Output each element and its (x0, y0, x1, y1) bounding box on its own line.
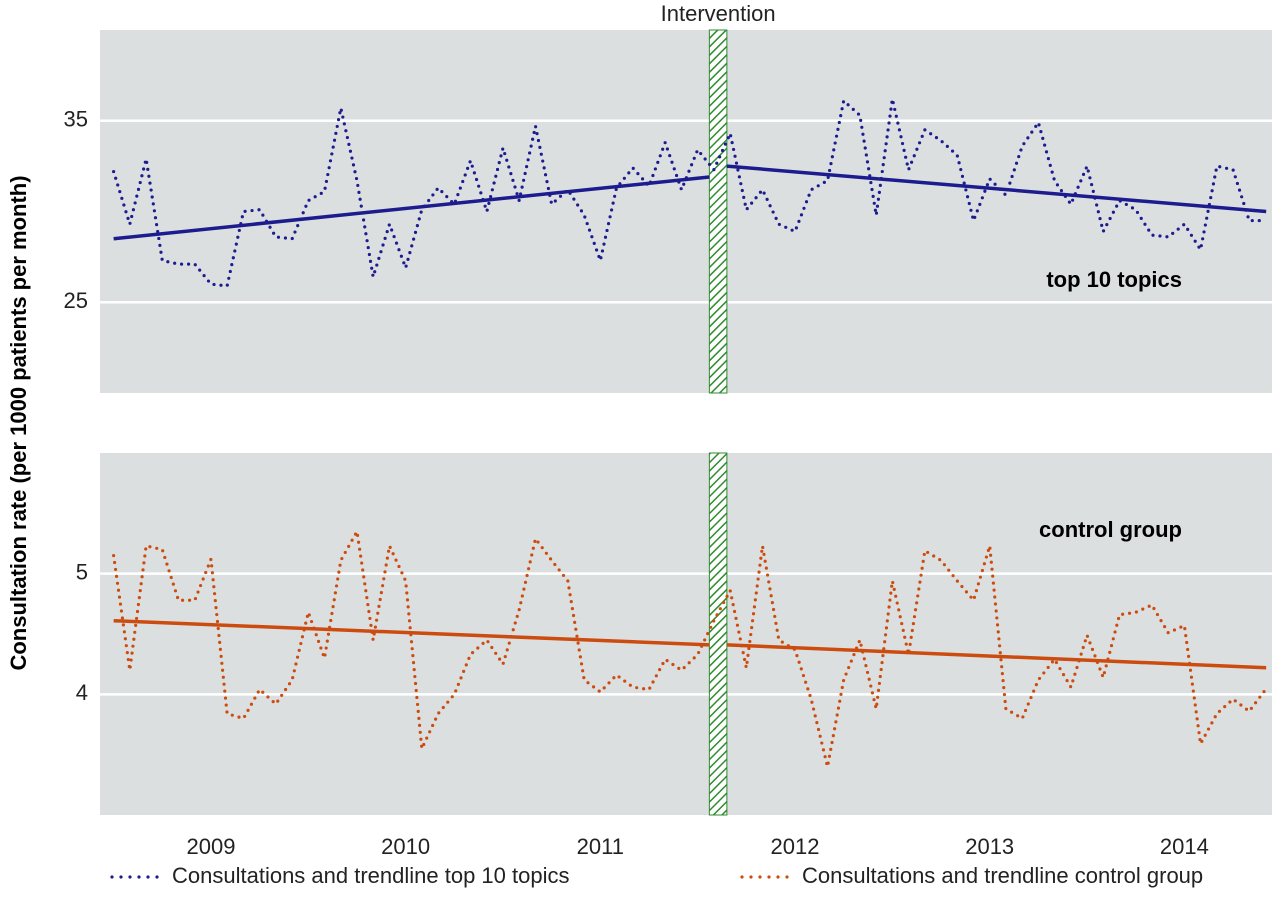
x-tick-label: 2013 (965, 834, 1014, 859)
intervention-band (708, 29, 728, 394)
x-tick-label: 2012 (771, 834, 820, 859)
legend-label: Consultations and trendline control grou… (802, 863, 1203, 888)
x-tick-label: 2011 (577, 834, 624, 859)
panel-label: control group (1039, 517, 1182, 542)
intervention-label: Intervention (661, 1, 776, 26)
trend-line (113, 175, 710, 241)
x-tick-label: 2014 (1160, 834, 1209, 859)
x-tick-label: 2009 (186, 834, 235, 859)
x-tick-label: 2010 (381, 834, 430, 859)
legend-label: Consultations and trendline top 10 topic… (172, 863, 569, 888)
y-tick-label: 35 (64, 107, 88, 132)
panel-background (100, 30, 1272, 393)
trend-line (726, 164, 1267, 214)
trend-line (726, 643, 1267, 670)
y-tick-label: 25 (64, 288, 88, 313)
intervention-band (708, 452, 728, 816)
trend-line (113, 618, 710, 647)
y-tick-label: 4 (76, 680, 88, 705)
y-tick-label: 5 (76, 559, 88, 584)
y-axis-label: Consultation rate (per 1000 patients per… (6, 175, 31, 670)
panel-background (100, 453, 1272, 815)
data-line (112, 97, 1268, 288)
data-line (112, 526, 1268, 768)
panel-label: top 10 topics (1046, 267, 1182, 292)
